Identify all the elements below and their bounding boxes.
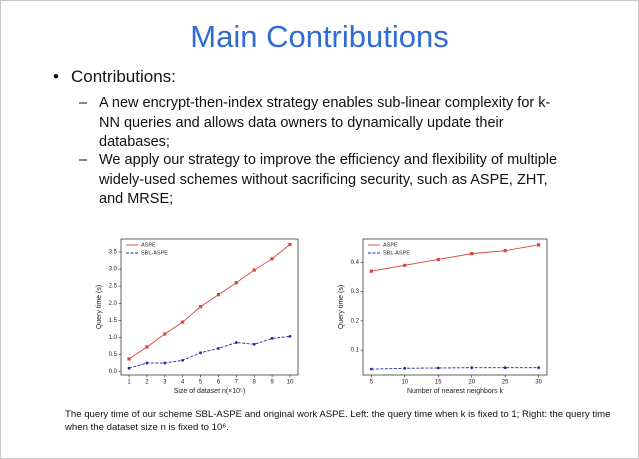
chart: 0.0 0.5 1.0 1.5 2.0 2.5 3.0 3.5 1 2 3 4 5 6 7 8 9 10 Size … [96, 238, 299, 395]
x-axis-label: Size of dataset n(×10⁵) [174, 388, 246, 395]
point [537, 366, 541, 370]
x-tick-label: 20 [468, 380, 475, 386]
point [198, 305, 203, 309]
point [436, 366, 440, 370]
legend-label: ASPE [383, 242, 398, 248]
y-tick-label: 0.1 [351, 348, 360, 354]
y-tick-label: 0.4 [351, 260, 360, 266]
plot-frame [362, 238, 548, 376]
x-tick-label: 3 [163, 380, 167, 386]
point [145, 361, 149, 365]
x-tick-label: 5 [370, 380, 374, 386]
y-tick-label: 0.0 [109, 369, 118, 375]
point [288, 334, 292, 338]
point [234, 341, 238, 344]
point [217, 346, 220, 350]
series-line [128, 335, 291, 369]
legend-label: ASPE [141, 242, 156, 248]
point [503, 366, 507, 370]
point [270, 257, 274, 261]
x-tick-label: 8 [253, 380, 257, 386]
x-tick-label: 9 [270, 380, 274, 386]
point [127, 357, 131, 361]
legend-label: SBL-ASPE [383, 250, 410, 256]
x-tick-label: 10 [401, 380, 408, 386]
plot-frame [120, 238, 299, 376]
point [403, 366, 407, 370]
point [270, 337, 274, 340]
series-line [128, 244, 291, 360]
y-tick-label: 2.0 [109, 301, 118, 307]
x-tick-label: 2 [145, 380, 149, 386]
x-tick-label: 10 [287, 380, 294, 386]
caption: The query time of our scheme SBL-ASPE an… [65, 409, 611, 433]
y-tick-label: 3.5 [109, 250, 118, 256]
y-tick-label: 2.5 [109, 284, 118, 290]
chart: 0.1 0.2 0.3 0.4 5 10 15 20 25 30 Number of nearest… [338, 238, 548, 395]
legend-label: SBL-ASPE [141, 250, 168, 256]
slide-title: Main Contributions [190, 19, 449, 54]
x-tick-label: 4 [181, 380, 185, 386]
point [252, 268, 256, 272]
point [403, 263, 407, 267]
x-tick-label: 15 [435, 380, 442, 386]
point [181, 320, 185, 324]
point [503, 249, 507, 253]
x-tick-label: 30 [535, 380, 542, 386]
point [127, 366, 131, 370]
point [163, 361, 167, 365]
point [369, 269, 373, 273]
series-line [371, 367, 539, 370]
point [163, 332, 167, 336]
point [537, 243, 541, 247]
x-tick-label: 1 [127, 380, 131, 386]
y-tick-label: 3.0 [109, 267, 118, 273]
point [470, 252, 474, 256]
point [252, 342, 256, 346]
y-tick-label: 1.0 [109, 335, 118, 341]
y-tick-label: 0.2 [351, 318, 360, 324]
x-tick-label: 25 [502, 380, 509, 386]
point [436, 257, 440, 262]
sub-bullet: We apply our strategy to improve the eff… [79, 151, 569, 210]
point [234, 281, 238, 285]
x-axis-label: Number of nearest neighbors k [407, 388, 504, 395]
point [369, 367, 373, 371]
point [145, 345, 149, 349]
point [199, 351, 202, 355]
point [216, 293, 221, 297]
y-axis-label: Query time (s) [96, 285, 103, 329]
y-axis-label: Query time (s) [338, 285, 345, 329]
x-tick-label: 7 [235, 380, 239, 386]
sub-bullet: A new encrypt-then-index strategy enable… [79, 94, 569, 153]
point [288, 242, 292, 247]
x-tick-label: 6 [217, 380, 221, 386]
y-tick-label: 0.3 [351, 289, 360, 295]
y-tick-label: 1.5 [109, 318, 118, 324]
point [181, 358, 185, 362]
x-tick-label: 5 [199, 380, 203, 386]
point [470, 366, 474, 370]
y-tick-label: 0.5 [109, 352, 118, 358]
bullet: Contributions: [53, 67, 176, 87]
series-line [371, 244, 539, 272]
